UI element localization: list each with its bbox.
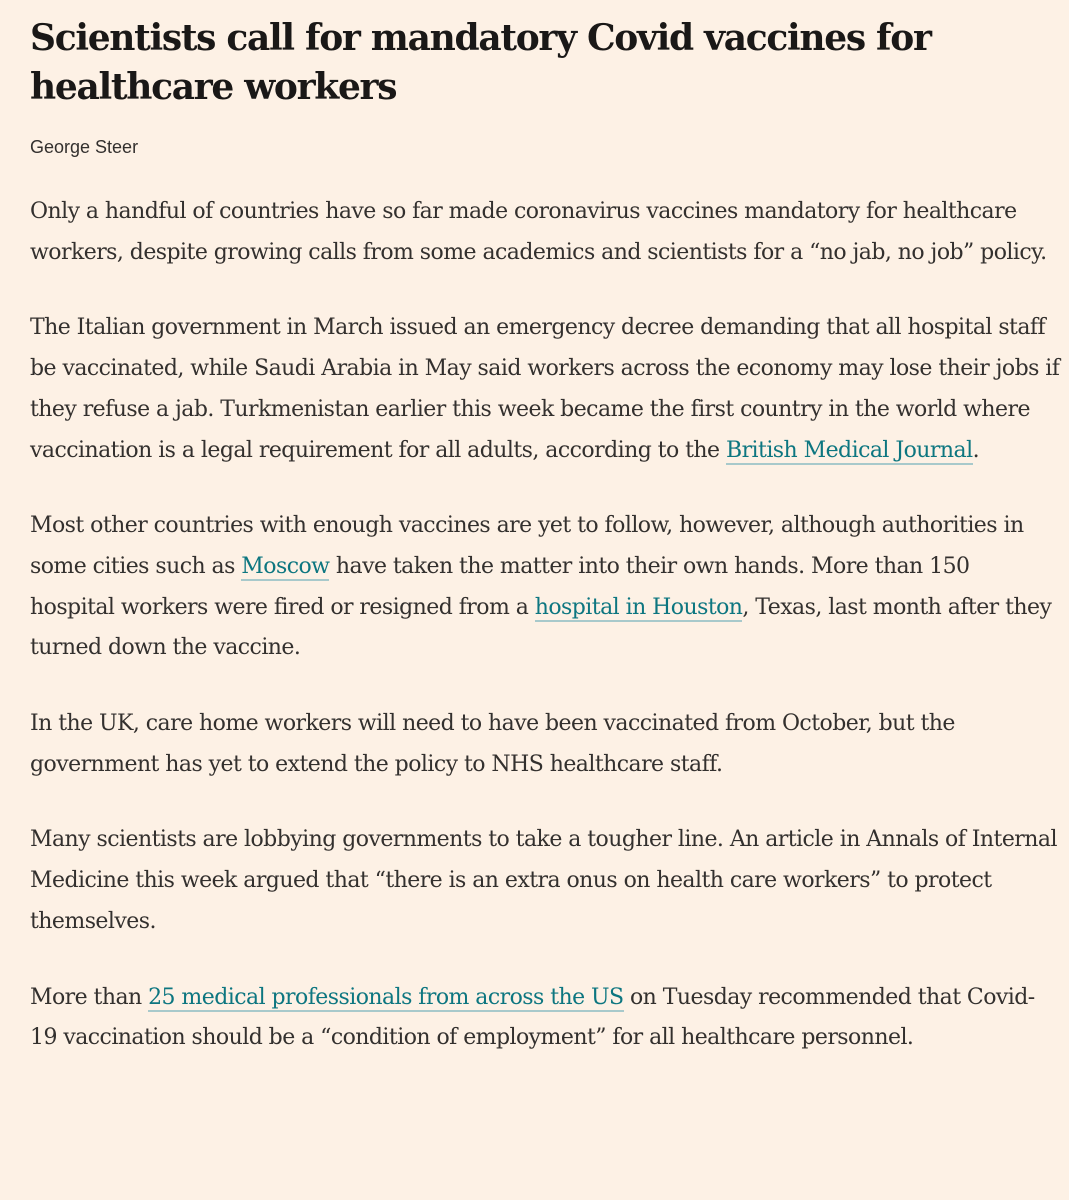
paragraph-3: Most other countries with enough vaccine… <box>30 506 1060 669</box>
paragraph-text: . <box>972 437 980 463</box>
paragraph-text: The Italian government in March issued a… <box>30 315 1060 463</box>
article-body: Only a handful of countries have so far … <box>30 192 1060 1059</box>
byline-author[interactable]: George Steer <box>30 137 139 157</box>
headline: Scientists call for mandatory Covid vacc… <box>30 17 932 108</box>
paragraph-text: In the UK, care home workers will need t… <box>30 711 955 777</box>
paragraph-4: In the UK, care home workers will need t… <box>30 704 1060 785</box>
paragraph-text: More than <box>30 984 149 1010</box>
paragraph-text: on Tuesday recommended that Covid-19 vac… <box>30 984 1035 1051</box>
paragraph-text: , Texas, last month after they turned do… <box>30 594 1052 661</box>
link-moscow[interactable]: Moscow <box>241 553 330 581</box>
article: Scientists call for mandatory Covid vacc… <box>30 14 1060 1094</box>
link-british-medical-journal[interactable]: British Medical Journal <box>725 437 973 465</box>
paragraph-6: More than 25 medical professionals from … <box>30 978 1060 1059</box>
paragraph-text: Most other countries with enough vaccine… <box>30 513 1024 579</box>
paragraph-5: Many scientists are lobbying governments… <box>30 820 1060 942</box>
paragraph-text: have taken the matter into their own han… <box>30 553 970 620</box>
paragraph-1: Only a handful of countries have so far … <box>30 192 1060 273</box>
paragraph-2: The Italian government in March issued a… <box>30 308 1060 471</box>
link-25-medical-professionals[interactable]: 25 medical professionals from across the… <box>148 984 624 1012</box>
link-hospital-in-houston[interactable]: hospital in Houston <box>534 594 743 622</box>
paragraph-text: Many scientists are lobbying governments… <box>30 827 1058 934</box>
paragraph-text: Only a handful of countries have so far … <box>30 199 1047 265</box>
